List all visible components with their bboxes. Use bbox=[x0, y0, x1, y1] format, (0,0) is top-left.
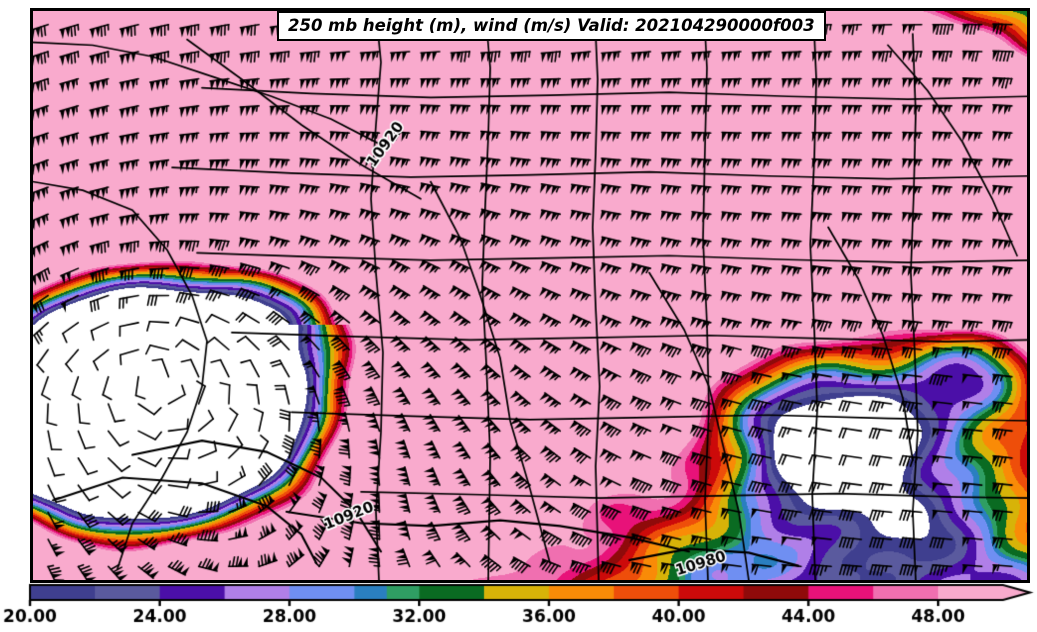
colorbar[interactable] bbox=[0, 583, 1037, 632]
map-title: 250 mb height (m), wind (m/s) Valid: 202… bbox=[277, 11, 826, 41]
colorbar-canvas bbox=[0, 583, 1037, 632]
wind-speed-field-canvas bbox=[33, 11, 1027, 580]
map-panel[interactable] bbox=[30, 8, 1030, 583]
